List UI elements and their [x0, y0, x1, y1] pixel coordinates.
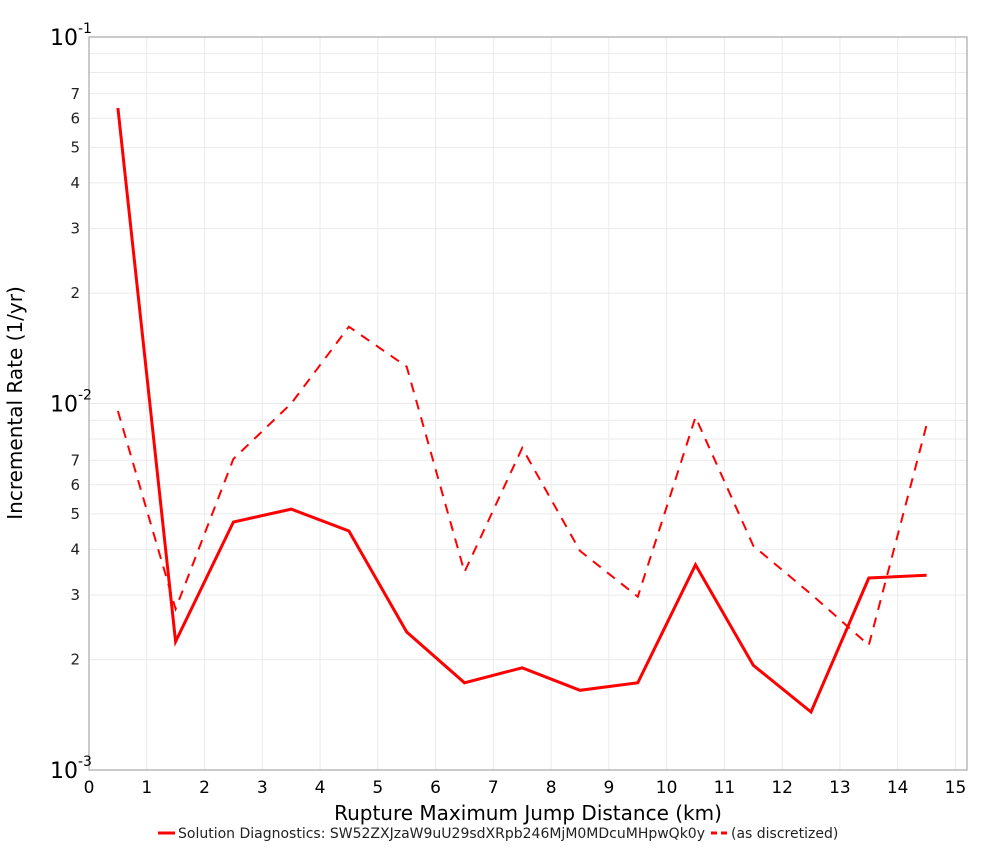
y-minor-tick-label: 2 — [70, 651, 80, 669]
y-minor-tick-label: 6 — [70, 109, 80, 127]
y-major-tick-label: 10-3 — [50, 754, 92, 784]
data-series — [116, 107, 928, 715]
y-minor-tick-label: 4 — [70, 174, 80, 192]
y-axis-ticks: 10-1 10-2 10-3 2 3 4 5 6 7 2 3 4 5 6 7 — [50, 21, 92, 784]
grid-lines — [88, 37, 967, 771]
y-minor-tick-label: 6 — [70, 476, 80, 494]
x-tick-label: 2 — [199, 778, 210, 798]
y-minor-tick-label: 5 — [70, 505, 80, 523]
x-tick-label: 1 — [141, 778, 152, 798]
x-tick-label: 10 — [656, 778, 678, 798]
x-tick-label: 6 — [430, 778, 441, 798]
x-axis-title: Rupture Maximum Jump Distance (km) — [334, 801, 722, 825]
x-tick-label: 5 — [372, 778, 383, 798]
y-minor-tick-label: 7 — [70, 85, 80, 103]
y-minor-tick-label: 3 — [70, 220, 80, 238]
series-line-solution — [116, 107, 927, 715]
y-major-tick-label: 10-2 — [50, 388, 92, 418]
plot-frame — [88, 36, 968, 771]
legend-label: Solution Diagnostics: SW52ZXJzaW9uU29sdX… — [178, 826, 705, 842]
y-major-tick-label: 10-1 — [50, 21, 92, 51]
x-tick-label: 13 — [829, 778, 851, 798]
y-axis-title: Incremental Rate (1/yr) — [3, 286, 27, 519]
legend: Solution Diagnostics: SW52ZXJzaW9uU29sdX… — [158, 826, 838, 842]
x-tick-label: 3 — [257, 778, 268, 798]
x-tick-label: 15 — [945, 778, 967, 798]
x-tick-label: 4 — [315, 778, 326, 798]
x-tick-label: 12 — [771, 778, 793, 798]
y-minor-tick-label: 5 — [70, 138, 80, 156]
x-tick-label: 9 — [603, 778, 614, 798]
y-minor-tick-label: 4 — [70, 540, 80, 558]
x-tick-label: 11 — [714, 778, 736, 798]
x-tick-label: 7 — [488, 778, 499, 798]
y-minor-tick-label: 3 — [70, 586, 80, 604]
x-tick-label: 0 — [84, 778, 95, 798]
series-line-discretized — [116, 325, 928, 648]
legend-label: (as discretized) — [731, 826, 838, 842]
x-tick-label: 14 — [887, 778, 909, 798]
x-tick-label: 8 — [546, 778, 557, 798]
y-minor-tick-label: 7 — [70, 451, 80, 469]
x-axis-ticks: 0 1 2 3 4 5 6 7 8 9 10 11 12 13 14 15 — [84, 778, 967, 798]
y-minor-tick-label: 2 — [70, 284, 80, 302]
